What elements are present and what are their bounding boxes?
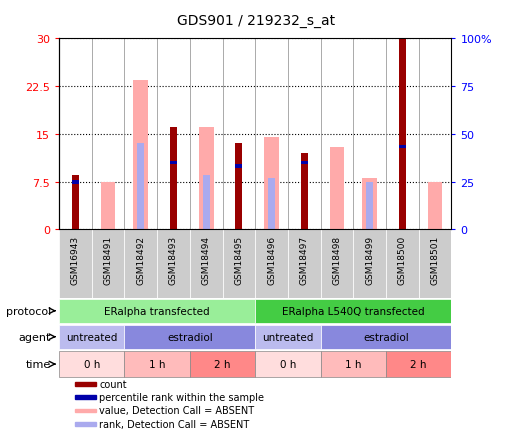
Bar <box>362 179 377 230</box>
Bar <box>330 147 344 230</box>
Bar <box>92 230 125 298</box>
Bar <box>428 182 442 230</box>
Bar <box>255 299 451 323</box>
Text: count: count <box>100 378 127 388</box>
Text: 2 h: 2 h <box>214 359 231 369</box>
Text: 1 h: 1 h <box>149 359 165 369</box>
Text: 0 h: 0 h <box>84 359 100 369</box>
Bar <box>264 138 279 230</box>
Text: value, Detection Call = ABSENT: value, Detection Call = ABSENT <box>100 405 254 415</box>
Bar <box>170 161 177 165</box>
Text: GSM16943: GSM16943 <box>71 235 80 284</box>
Bar <box>72 176 79 230</box>
Bar <box>170 128 177 230</box>
Bar <box>321 351 386 378</box>
Text: GSM18491: GSM18491 <box>104 235 112 284</box>
Bar <box>75 382 96 386</box>
Bar <box>75 409 96 413</box>
Bar <box>321 230 353 298</box>
Bar <box>199 128 213 230</box>
Bar <box>59 299 255 323</box>
Text: GSM18498: GSM18498 <box>332 235 342 284</box>
Bar <box>75 395 96 399</box>
Bar <box>59 230 92 298</box>
Bar <box>301 154 308 230</box>
Bar <box>321 325 451 349</box>
Text: GSM18493: GSM18493 <box>169 235 178 284</box>
Bar <box>419 230 451 298</box>
Text: 0 h: 0 h <box>280 359 296 369</box>
Bar <box>386 230 419 298</box>
Bar <box>386 351 451 378</box>
Bar <box>124 230 157 298</box>
Bar <box>399 145 406 149</box>
Bar <box>268 179 275 230</box>
Text: protocol: protocol <box>6 306 51 316</box>
Bar <box>255 351 321 378</box>
Bar <box>59 325 124 349</box>
Bar <box>59 351 124 378</box>
Bar <box>137 144 144 230</box>
Text: untreated: untreated <box>262 332 313 342</box>
Bar <box>399 39 406 230</box>
Bar <box>133 80 148 230</box>
Text: GSM18497: GSM18497 <box>300 235 309 284</box>
Bar <box>353 230 386 298</box>
Bar <box>203 176 210 230</box>
Bar <box>235 144 243 230</box>
Text: GSM18496: GSM18496 <box>267 235 276 284</box>
Text: GSM18492: GSM18492 <box>136 235 145 284</box>
Bar <box>255 325 321 349</box>
Text: estradiol: estradiol <box>167 332 213 342</box>
Bar <box>190 230 223 298</box>
Text: GSM18499: GSM18499 <box>365 235 374 284</box>
Bar <box>124 351 190 378</box>
Bar <box>190 351 255 378</box>
Text: 2 h: 2 h <box>410 359 427 369</box>
Text: ERalpha L540Q transfected: ERalpha L540Q transfected <box>282 306 425 316</box>
Bar <box>301 161 308 165</box>
Text: percentile rank within the sample: percentile rank within the sample <box>100 392 264 402</box>
Bar <box>366 182 373 230</box>
Text: ERalpha transfected: ERalpha transfected <box>104 306 210 316</box>
Text: GSM18494: GSM18494 <box>202 235 211 284</box>
Bar <box>288 230 321 298</box>
Bar <box>157 230 190 298</box>
Bar <box>124 325 255 349</box>
Text: GSM18495: GSM18495 <box>234 235 243 284</box>
Bar <box>255 230 288 298</box>
Text: untreated: untreated <box>66 332 117 342</box>
Text: rank, Detection Call = ABSENT: rank, Detection Call = ABSENT <box>100 418 250 428</box>
Bar <box>75 422 96 426</box>
Bar <box>101 182 115 230</box>
Bar <box>72 180 79 184</box>
Text: estradiol: estradiol <box>363 332 409 342</box>
Text: 1 h: 1 h <box>345 359 362 369</box>
Text: agent: agent <box>19 332 51 342</box>
Bar <box>223 230 255 298</box>
Bar <box>235 164 243 168</box>
Text: GDS901 / 219232_s_at: GDS901 / 219232_s_at <box>177 14 336 28</box>
Text: GSM18501: GSM18501 <box>430 235 440 285</box>
Text: GSM18500: GSM18500 <box>398 235 407 285</box>
Text: time: time <box>26 359 51 369</box>
